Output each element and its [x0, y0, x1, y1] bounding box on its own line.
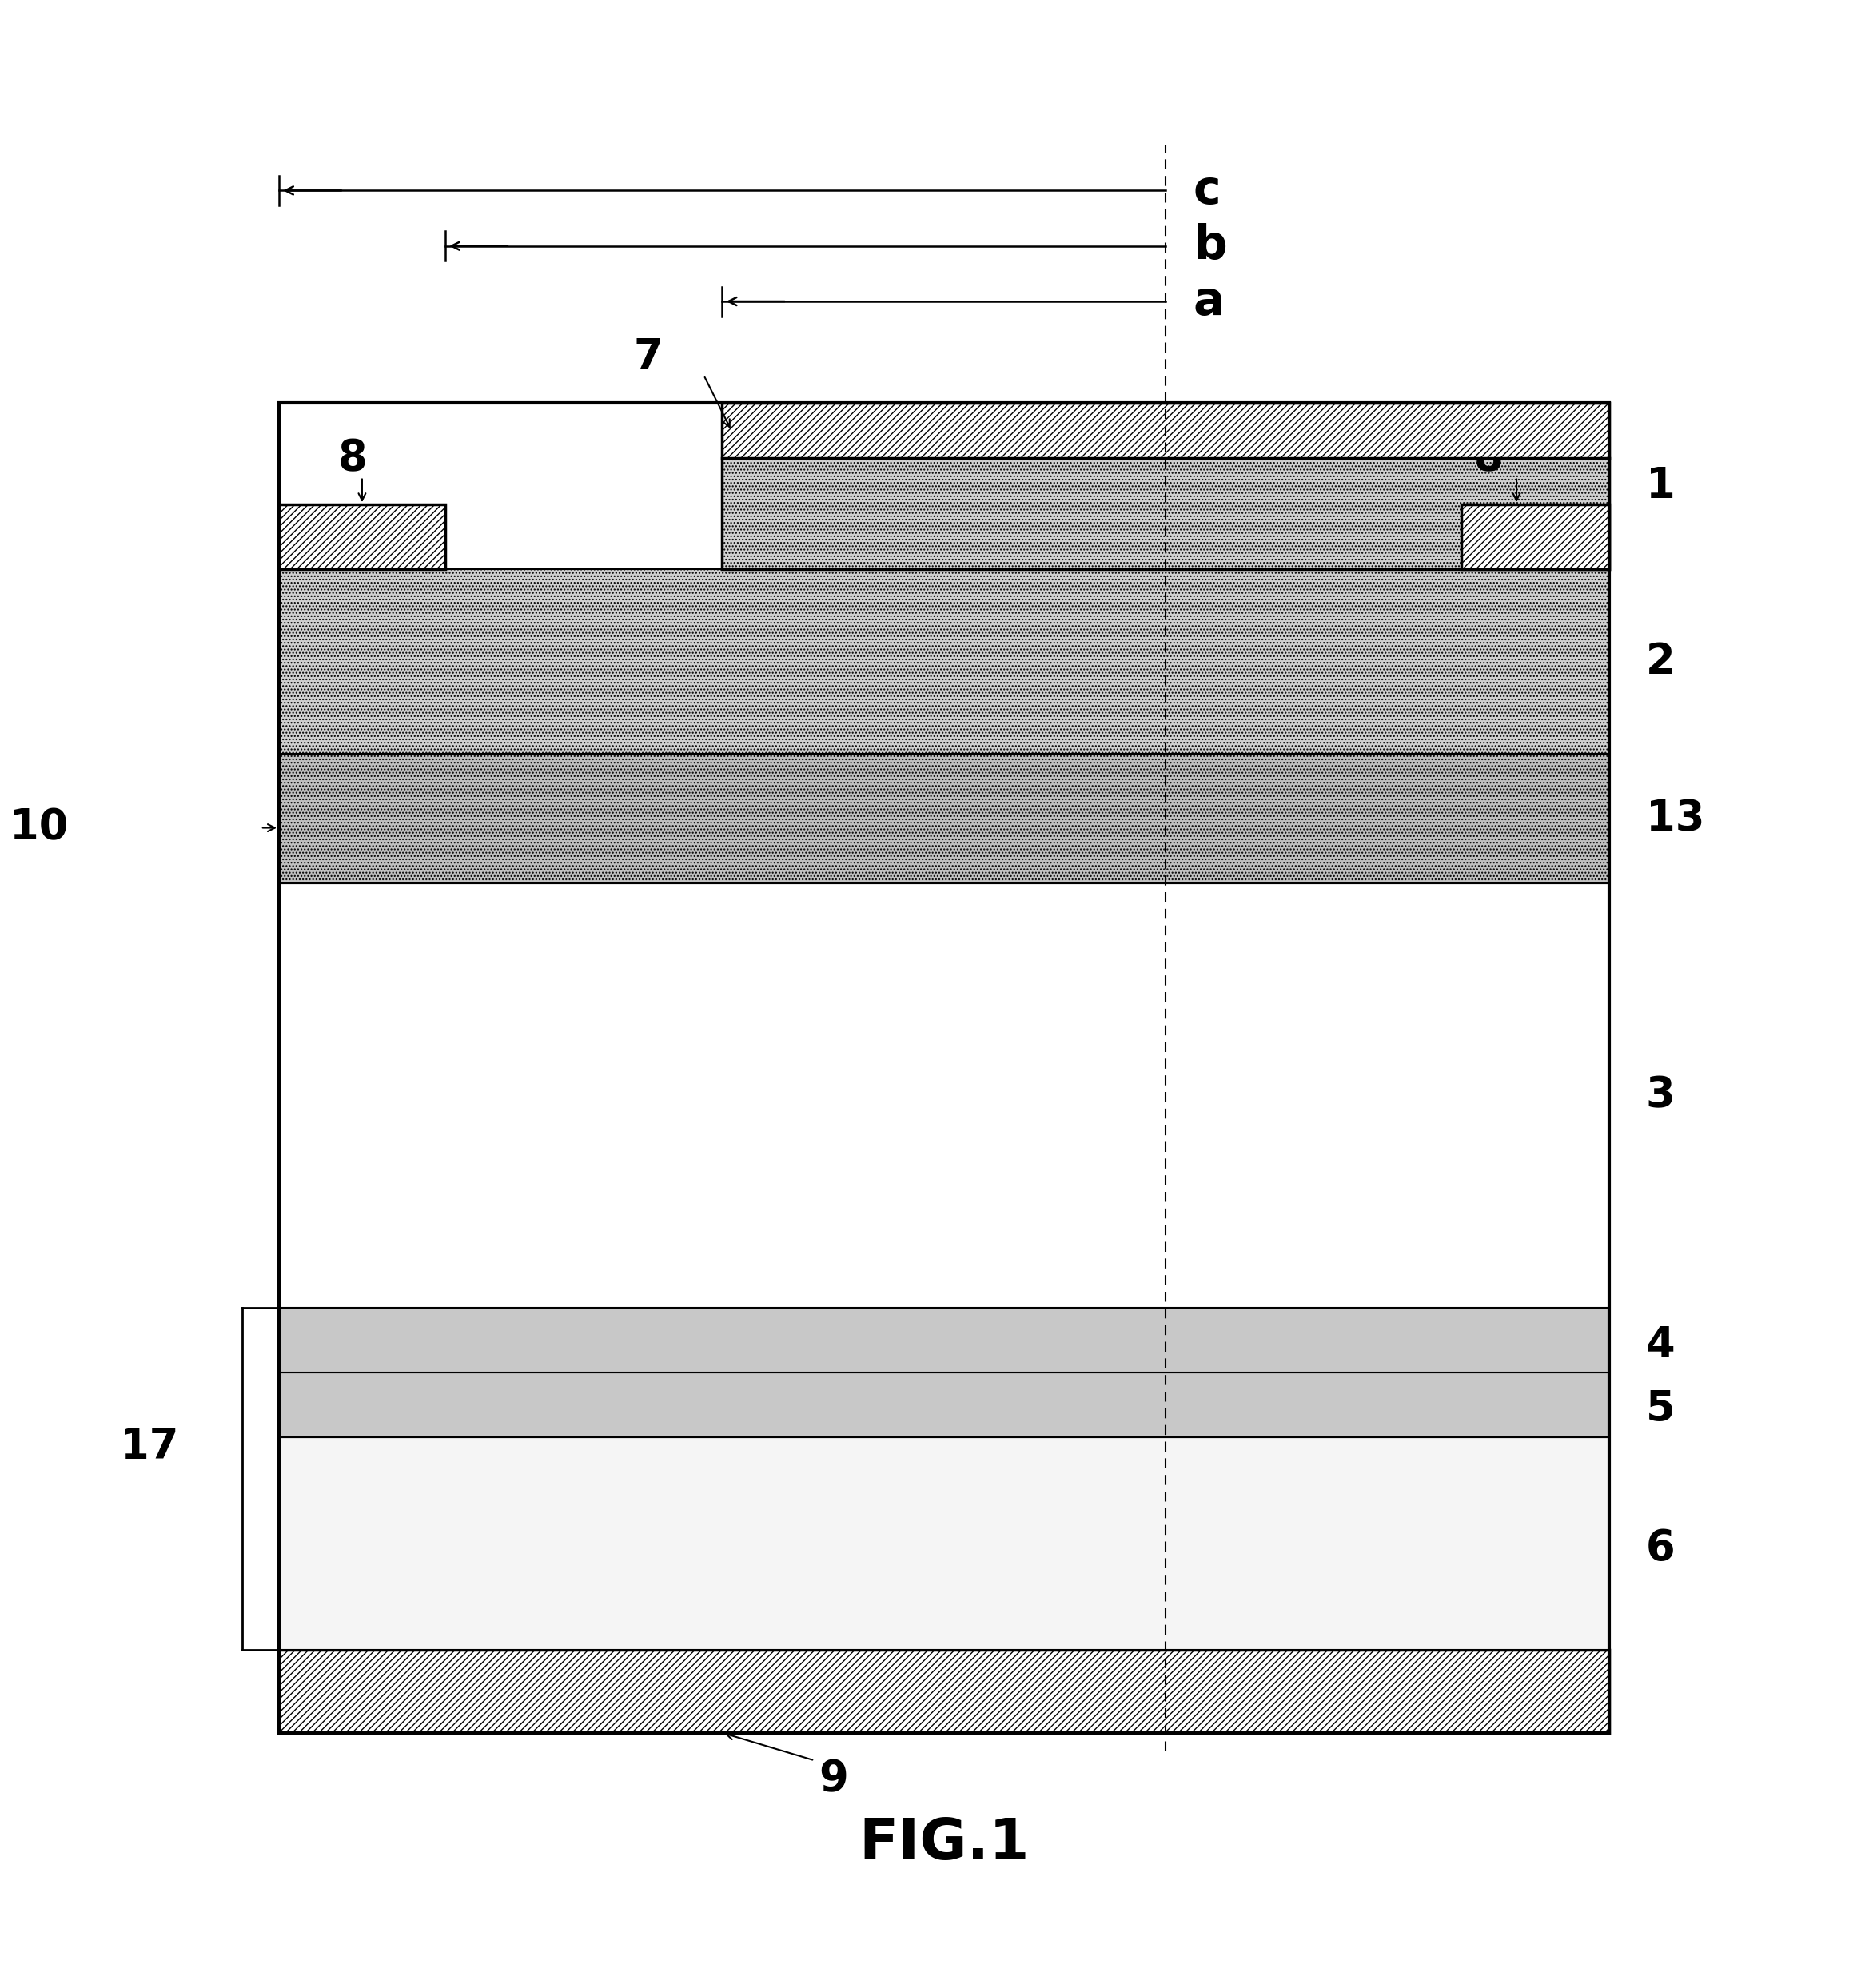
Bar	[279, 753, 1609, 883]
Bar	[279, 1650, 1609, 1734]
Text: 6: 6	[1646, 1527, 1674, 1569]
Text: 3: 3	[1646, 1076, 1674, 1117]
Bar	[1461, 505, 1609, 569]
Text: c: c	[1193, 167, 1221, 213]
Bar	[279, 1437, 1609, 1650]
Text: 8: 8	[339, 437, 367, 479]
Text: 10: 10	[9, 807, 67, 849]
Bar	[723, 459, 1609, 569]
Text: 7: 7	[633, 336, 663, 378]
Bar	[279, 1372, 1609, 1437]
Bar	[279, 404, 1609, 1734]
Text: 13: 13	[1646, 797, 1704, 839]
Text: a: a	[1193, 278, 1225, 324]
Bar	[279, 883, 1609, 1308]
Text: 4: 4	[1646, 1324, 1674, 1366]
Text: FIG.1: FIG.1	[858, 1815, 1030, 1871]
Bar	[279, 505, 446, 569]
Bar	[723, 404, 1609, 459]
Bar	[279, 569, 1609, 753]
Bar	[279, 1308, 1609, 1372]
Text: b: b	[1193, 223, 1227, 268]
Text: 9: 9	[819, 1757, 848, 1799]
Text: 1: 1	[1646, 465, 1674, 507]
Text: 8: 8	[1474, 437, 1504, 479]
Text: 17: 17	[120, 1425, 180, 1467]
Text: 2: 2	[1646, 640, 1674, 682]
Text: 5: 5	[1646, 1390, 1674, 1429]
